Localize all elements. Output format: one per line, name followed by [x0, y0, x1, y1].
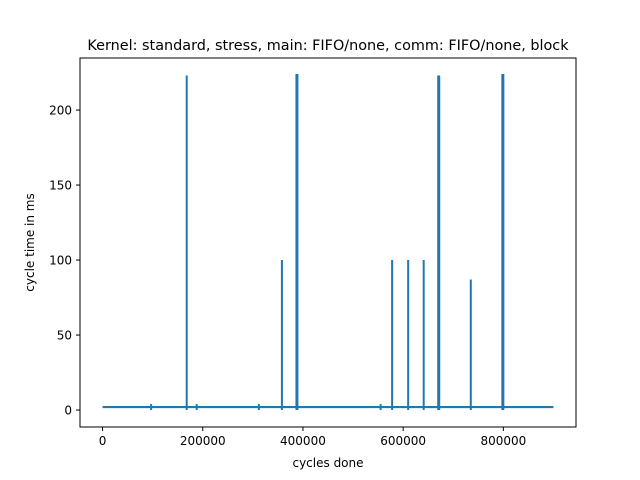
- x-tick-label: 400000: [280, 434, 326, 448]
- y-tick-label: 150: [49, 179, 72, 193]
- x-axis-ticks: 0 200000 400000 600000 800000: [99, 427, 526, 448]
- y-axis-label: cycle time in ms: [23, 193, 37, 291]
- y-axis-ticks: 0 50 100 150 200: [49, 104, 80, 418]
- y-tick-label: 100: [49, 254, 72, 268]
- chart-title: Kernel: standard, stress, main: FIFO/non…: [87, 38, 569, 54]
- x-axis-label: cycles done: [292, 456, 363, 470]
- data-layer: [102, 74, 554, 411]
- y-tick-label: 0: [64, 404, 72, 418]
- x-tick-label: 600000: [380, 434, 426, 448]
- y-tick-label: 200: [49, 104, 72, 118]
- x-tick-label: 200000: [180, 434, 226, 448]
- plot-frame: [79, 57, 577, 428]
- x-tick-label: 800000: [480, 434, 526, 448]
- y-tick-label: 50: [57, 329, 72, 343]
- x-tick-label: 0: [99, 434, 107, 448]
